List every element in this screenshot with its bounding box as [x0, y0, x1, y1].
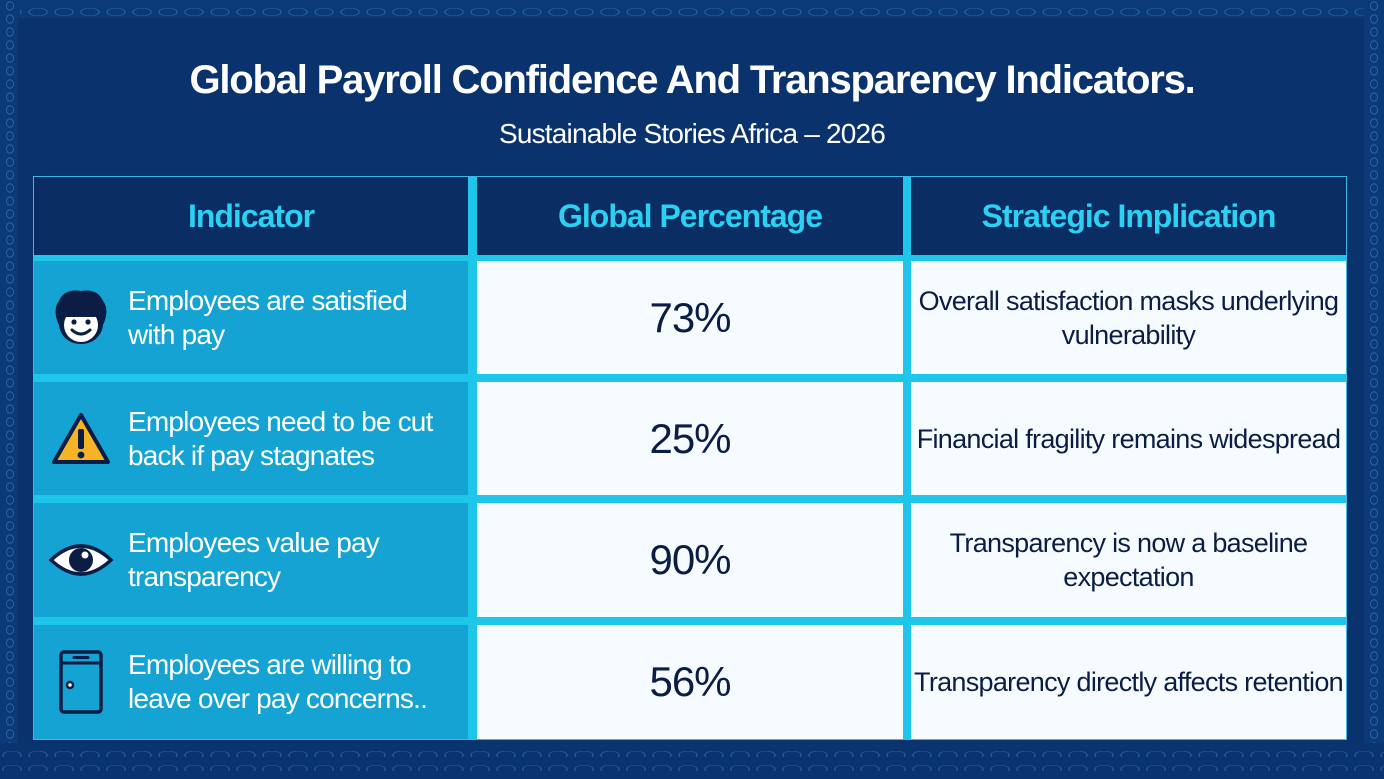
percentage-value: 90%: [477, 503, 903, 617]
wave-border-left: [0, 0, 20, 779]
door-icon: [48, 649, 114, 715]
column-header-percentage: Global Percentage: [477, 177, 903, 255]
indicators-table: Indicator Global Percentage Strategic Im…: [33, 176, 1347, 740]
percentage-value: 73%: [477, 261, 903, 374]
smiling-face-icon: [48, 285, 114, 351]
implication-text: Financial fragility remains widespread: [911, 382, 1346, 495]
table-row-indicator: Employees need to be cut back if pay sta…: [34, 382, 468, 495]
warning-icon: [48, 406, 114, 472]
wave-border-right: [1364, 0, 1384, 779]
table-row-indicator: Employees are satisfied with pay: [34, 261, 468, 374]
table-row-indicator: Employees value pay transparency: [34, 503, 468, 617]
indicator-text: Employees are satisfied with pay: [128, 284, 408, 350]
implication-text: Transparency is now a baseline expectati…: [911, 503, 1346, 617]
eye-icon: [48, 527, 114, 593]
wave-border-top: [0, 0, 1384, 20]
implication-text: Transparency directly affects retention: [911, 625, 1346, 739]
implication-text: Overall satisfaction masks underlying vu…: [911, 261, 1346, 374]
table-row-indicator: Employees are willing to leave over pay …: [34, 625, 468, 739]
column-header-indicator: Indicator: [34, 177, 468, 255]
indicator-text: Employees need to be cut back if pay sta…: [128, 405, 433, 471]
wave-border-bottom: [0, 743, 1384, 779]
column-header-implication: Strategic Implication: [911, 177, 1346, 255]
indicator-text: Employees value pay transparency: [128, 527, 380, 592]
percentage-value: 25%: [477, 382, 903, 495]
indicator-text: Employees are willing to leave over pay …: [128, 649, 428, 714]
page-subtitle: Sustainable Stories Africa – 2026: [498, 118, 886, 149]
percentage-value: 56%: [477, 625, 903, 739]
page-title: Global Payroll Confidence And Transparen…: [189, 58, 1195, 102]
